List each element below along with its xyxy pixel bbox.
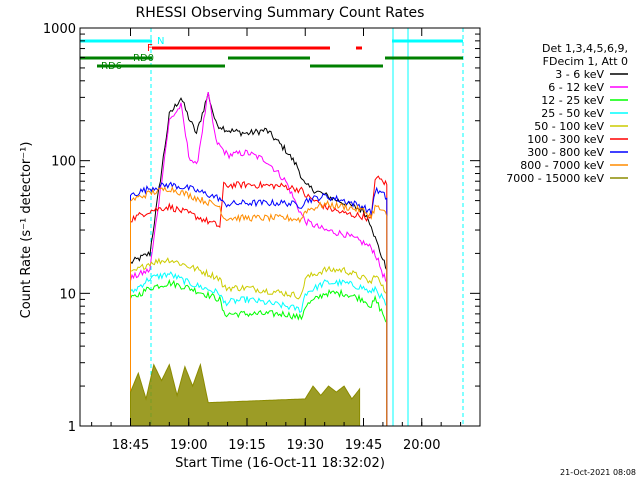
x-tick-label: 20:00 bbox=[403, 438, 440, 453]
series-line-3 bbox=[130, 271, 388, 426]
legend-label-4: 50 - 100 keV bbox=[534, 120, 604, 133]
y-axis-label: Count Rate (s⁻¹ detector⁻¹) bbox=[19, 142, 34, 319]
y-tick-label: 1000 bbox=[43, 22, 76, 37]
legend-label-6: 300 - 800 keV bbox=[527, 146, 604, 159]
series-lines bbox=[130, 92, 388, 426]
series-line-1 bbox=[130, 92, 388, 426]
y-tick-label: 1 bbox=[68, 420, 76, 435]
flag-label-rd0: RD0 bbox=[133, 53, 154, 64]
series-line-6 bbox=[130, 181, 388, 426]
series-line-2 bbox=[130, 278, 388, 426]
y-tick-label: 100 bbox=[51, 155, 76, 170]
y-tick-label: 10 bbox=[59, 287, 76, 302]
plot-frame bbox=[79, 27, 481, 427]
legend-label-2: 12 - 25 keV bbox=[541, 94, 604, 107]
flag-label-n: N bbox=[157, 36, 164, 47]
guide-lines bbox=[150, 28, 464, 426]
legend-label-5: 100 - 300 keV bbox=[527, 133, 604, 146]
x-axis-label: Start Time (16-Oct-11 18:32:02) bbox=[175, 456, 385, 471]
series-line-7 bbox=[130, 185, 388, 426]
x-tick-label: 19:45 bbox=[345, 438, 382, 453]
legend-label-0: 3 - 6 keV bbox=[555, 68, 604, 81]
axes: 18:45 19:00 19:15 19:30 19:45 20:00 1 10 100 1000 bbox=[43, 22, 481, 453]
series-line-4 bbox=[130, 257, 388, 426]
legend-header-1: FDecim 1, Att 0 bbox=[543, 55, 628, 68]
legend: Det 1,3,4,5,6,9,FDecim 1, Att 03 - 6 keV… bbox=[506, 42, 628, 185]
series-line-5 bbox=[130, 175, 388, 426]
legend-label-7: 800 - 7000 keV bbox=[520, 159, 604, 172]
x-tick-label: 18:45 bbox=[112, 438, 149, 453]
legend-header-0: Det 1,3,4,5,6,9, bbox=[542, 42, 628, 55]
series-line-8 bbox=[130, 362, 361, 426]
x-tick-label: 19:00 bbox=[170, 438, 207, 453]
legend-label-1: 6 - 12 keV bbox=[548, 81, 604, 94]
legend-label-3: 25 - 50 keV bbox=[541, 107, 604, 120]
flag-label-rd6: RD6 bbox=[101, 61, 122, 72]
footer-timestamp: 21-Oct-2021 08:08 bbox=[560, 468, 636, 477]
x-tick-label: 19:15 bbox=[228, 438, 265, 453]
flag-label-f: F bbox=[147, 43, 153, 54]
chart-title: RHESSI Observing Summary Count Rates bbox=[136, 5, 425, 21]
x-tick-label: 19:30 bbox=[287, 438, 324, 453]
legend-label-8: 7000 - 15000 keV bbox=[506, 172, 604, 185]
